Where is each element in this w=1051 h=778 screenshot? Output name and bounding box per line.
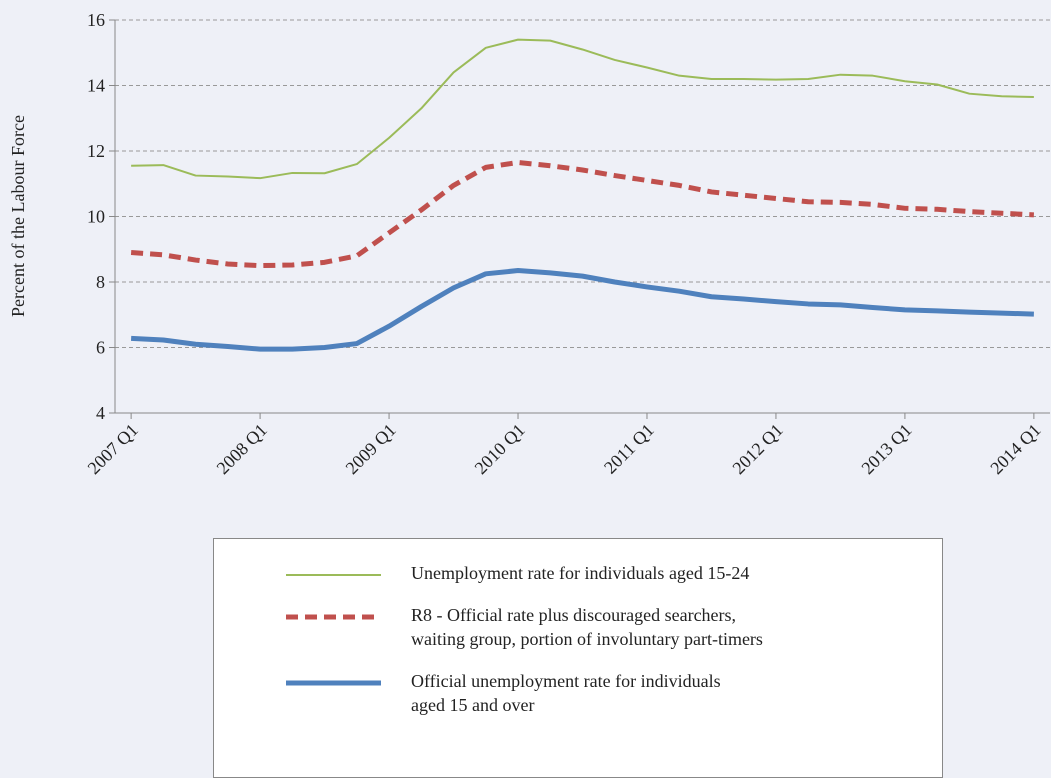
- y-tick-label: 8: [96, 272, 105, 292]
- x-tick-label: 2009 Q1: [342, 420, 400, 478]
- legend-label: Official unemployment rate for individua…: [411, 671, 721, 715]
- x-tick-label: 2010 Q1: [471, 420, 529, 478]
- legend-label: R8 - Official rate plus discouraged sear…: [411, 605, 763, 649]
- legend-swatch: [286, 680, 381, 686]
- chart: Percent of the Labour Force 4 6 8 10 12 14 16 2…: [8, 10, 1050, 478]
- y-tick-label: 14: [87, 76, 105, 96]
- series-line: [130, 159, 1035, 269]
- y-axis-label: Percent of the Labour Force: [8, 115, 28, 317]
- y-tick-label: 12: [87, 141, 105, 161]
- x-tick-label: 2012 Q1: [728, 420, 786, 478]
- legend: Unemployment rate for individuals aged 1…: [213, 538, 943, 778]
- series-line: [131, 38, 1034, 180]
- legend-swatch: [286, 614, 381, 620]
- x-tick-label: 2014 Q1: [986, 420, 1044, 478]
- x-tick-label: 2013 Q1: [857, 420, 915, 478]
- y-tick-label: 6: [96, 338, 105, 358]
- legend-label: Unemployment rate for individuals aged 1…: [411, 563, 750, 583]
- legend-swatch: [286, 574, 381, 576]
- y-tick-label: 16: [87, 10, 105, 30]
- y-tick-label: 4: [96, 403, 105, 423]
- legend-item: Unemployment rate for individuals aged 1…: [214, 561, 942, 585]
- series-line: [130, 268, 1034, 352]
- x-tick-label: 2007 Q1: [84, 420, 142, 478]
- x-tick-label: 2011 Q1: [600, 420, 658, 478]
- y-tick-label: 10: [87, 207, 105, 227]
- legend-item: Official unemployment rate for individua…: [214, 669, 942, 717]
- legend-item: R8 - Official rate plus discouraged sear…: [214, 603, 942, 651]
- x-tick-label: 2008 Q1: [213, 420, 271, 478]
